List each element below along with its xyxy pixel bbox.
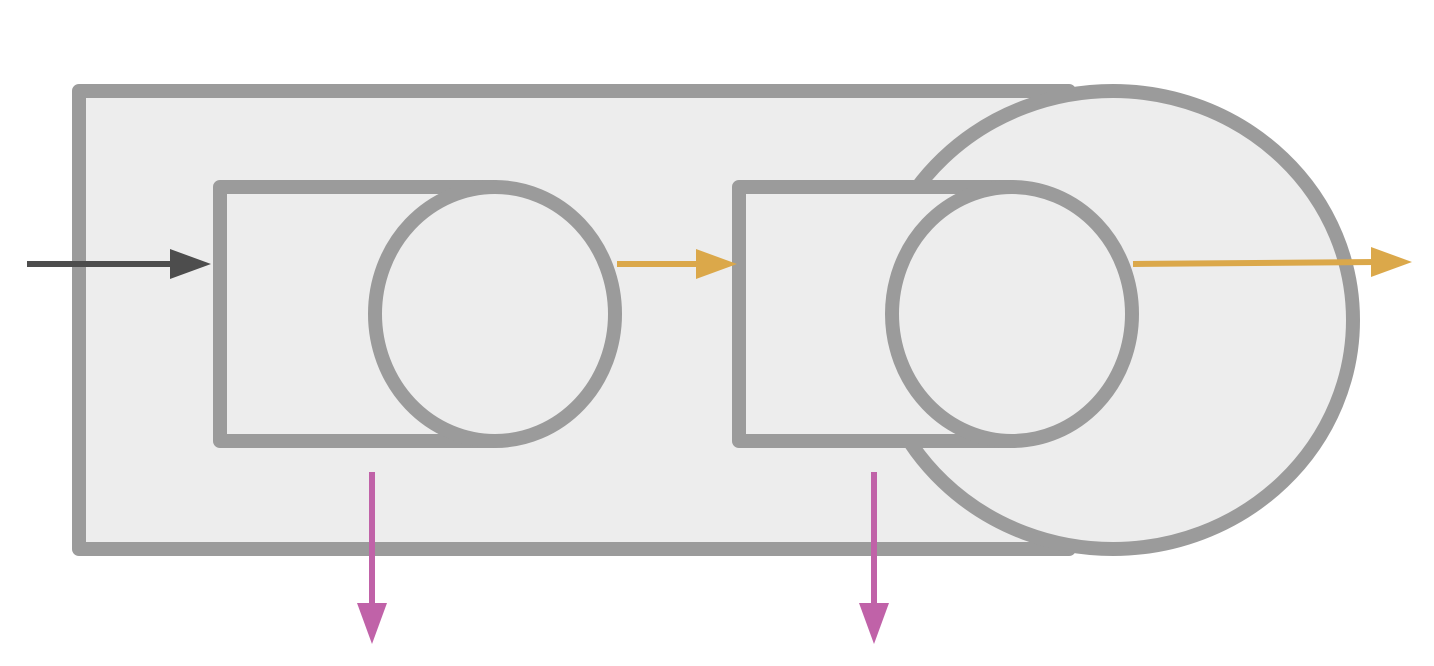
signal-arrow-2-head bbox=[1371, 247, 1412, 277]
inner-block-1-circle bbox=[368, 180, 622, 448]
signal-arrow-1 bbox=[617, 249, 737, 279]
input-arrow bbox=[27, 249, 211, 279]
output-arrow-2 bbox=[859, 472, 889, 644]
output-arrow-2-head bbox=[859, 603, 889, 644]
output-arrow-1 bbox=[357, 472, 387, 644]
inner-block-2-rect bbox=[732, 180, 1019, 448]
input-arrowhead bbox=[170, 249, 211, 279]
outer-block-outline bbox=[72, 84, 1076, 556]
output-arrow-1-head bbox=[357, 603, 387, 644]
inner-block-1 bbox=[213, 180, 622, 448]
inner-block-1-fill bbox=[220, 187, 615, 441]
inner-block-2 bbox=[732, 180, 1139, 448]
signal-arrow-2 bbox=[1132, 247, 1412, 277]
inner-block-2-fill bbox=[739, 187, 1132, 441]
signal-arrow-1-head bbox=[696, 249, 737, 279]
inner-block-2-circle bbox=[885, 180, 1139, 448]
inner-block-1-rect bbox=[213, 180, 502, 448]
signal-arrow-2-shaft bbox=[1132, 259, 1377, 267]
